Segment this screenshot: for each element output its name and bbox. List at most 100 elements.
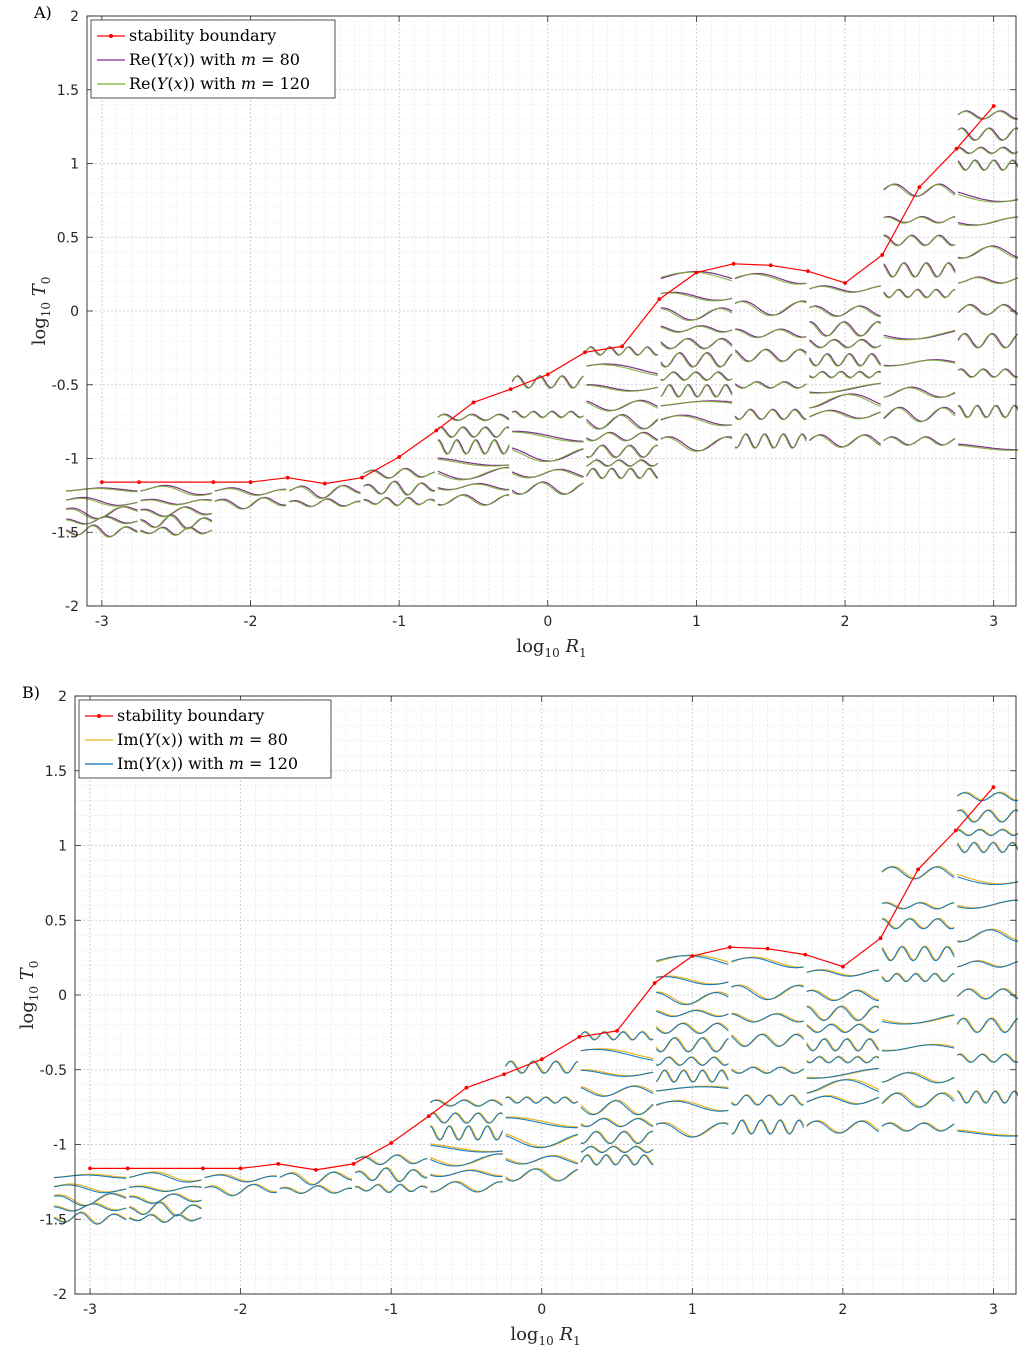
legend-entry: Re(Y(x)) with m = 80 bbox=[129, 50, 300, 69]
y-tick-label: 0.5 bbox=[57, 230, 79, 246]
y-tick-label: -1.5 bbox=[40, 1212, 67, 1228]
mode-curve bbox=[586, 400, 659, 412]
mode-curve bbox=[956, 1017, 1018, 1034]
legend-marker bbox=[109, 34, 113, 38]
stability-boundary-point bbox=[991, 785, 996, 790]
stability-boundary-point bbox=[125, 1166, 130, 1171]
mode-curve bbox=[437, 483, 510, 491]
mode-curve bbox=[806, 1120, 880, 1134]
mode-curve bbox=[883, 387, 956, 399]
mode-curve bbox=[883, 235, 956, 247]
stability-boundary-point bbox=[577, 1034, 582, 1039]
stability-boundary-point bbox=[389, 1141, 394, 1145]
mode-curve bbox=[809, 321, 882, 337]
mode-curve bbox=[806, 969, 880, 977]
mode-curve bbox=[53, 1184, 127, 1194]
mode-curve bbox=[363, 497, 436, 507]
mode-curve bbox=[53, 1203, 127, 1212]
mode-curve bbox=[660, 308, 733, 322]
y-tick-label: 0 bbox=[70, 304, 79, 320]
mode-curve bbox=[735, 329, 807, 339]
mode-curve bbox=[957, 193, 1018, 203]
mode-curve bbox=[957, 159, 1018, 172]
mode-curve bbox=[808, 353, 882, 367]
mode-curve bbox=[883, 359, 956, 367]
mode-curve bbox=[881, 1044, 955, 1052]
mode-curve bbox=[140, 499, 212, 506]
mode-curve bbox=[734, 273, 807, 285]
mode-curves bbox=[53, 791, 1018, 1225]
mode-curve bbox=[806, 1005, 880, 1022]
mode-curve bbox=[363, 480, 435, 496]
stability-boundary-point bbox=[99, 480, 104, 484]
mode-curve bbox=[656, 1122, 729, 1138]
mode-curve bbox=[580, 1048, 654, 1061]
mode-curve bbox=[204, 1183, 277, 1197]
mode-curve bbox=[580, 1145, 654, 1153]
mode-curve bbox=[881, 917, 955, 929]
y-tick-label: -1 bbox=[53, 1138, 67, 1154]
mode-curve bbox=[883, 289, 956, 299]
stability-boundary-line bbox=[90, 786, 994, 1171]
mode-curve bbox=[430, 1144, 503, 1153]
x-axis-label: log10 R1 bbox=[516, 636, 586, 660]
mode-curve bbox=[957, 404, 1018, 418]
mode-curve bbox=[806, 1079, 880, 1094]
x-tick-label: 1 bbox=[692, 614, 701, 630]
mode-curve bbox=[806, 1067, 880, 1079]
stability-boundary-point bbox=[471, 400, 476, 405]
mode-curve bbox=[957, 1090, 1018, 1104]
mode-curve bbox=[660, 384, 733, 398]
x-tick-label: -1 bbox=[384, 1302, 398, 1318]
mode-curve bbox=[511, 411, 584, 419]
mode-curve bbox=[580, 1069, 654, 1077]
mode-curve bbox=[505, 1096, 579, 1104]
mode-curve bbox=[586, 459, 659, 467]
mode-curve bbox=[288, 485, 361, 500]
mode-curve bbox=[957, 303, 1018, 316]
y-axis-label: log10 T0 bbox=[29, 277, 53, 346]
mode-curve bbox=[734, 349, 807, 363]
mode-curve bbox=[809, 339, 882, 349]
mode-curve bbox=[279, 1185, 353, 1194]
mode-curve bbox=[883, 436, 956, 446]
mode-curve bbox=[585, 346, 658, 356]
mode-curve bbox=[511, 375, 584, 389]
stability-boundary-point bbox=[464, 1085, 469, 1090]
stability-boundary-point bbox=[620, 344, 625, 349]
mode-curve bbox=[660, 352, 733, 368]
mode-curve bbox=[586, 432, 658, 442]
mode-curve bbox=[806, 1038, 880, 1052]
mode-curve bbox=[656, 976, 729, 986]
mode-curve bbox=[580, 1131, 654, 1145]
legend: stability boundary Re(Y(x)) with m = 80 Re… bbox=[90, 19, 336, 99]
mode-curve bbox=[656, 1100, 729, 1112]
stability-boundary-point bbox=[508, 387, 513, 392]
mode-curve bbox=[881, 918, 955, 930]
stability-boundary-point bbox=[397, 455, 402, 459]
mode-curve bbox=[883, 234, 956, 246]
mode-curve bbox=[505, 1155, 578, 1165]
mode-curve bbox=[430, 1099, 503, 1107]
mode-curve bbox=[881, 946, 955, 962]
mode-curve bbox=[806, 990, 880, 1002]
stability-boundary-point bbox=[954, 146, 959, 151]
mode-curve bbox=[279, 1171, 353, 1186]
mode-curve bbox=[437, 458, 510, 467]
grid bbox=[87, 15, 1016, 607]
panel-label: B) bbox=[22, 683, 40, 702]
mode-curve bbox=[214, 496, 287, 510]
mode-curve bbox=[883, 329, 956, 341]
mode-curve bbox=[363, 468, 435, 480]
mode-curve bbox=[586, 414, 659, 430]
stability-boundary-point bbox=[657, 297, 662, 302]
mode-curve bbox=[655, 1122, 729, 1138]
stability-boundary-point bbox=[360, 475, 364, 480]
mode-curve bbox=[586, 445, 658, 459]
mode-curve bbox=[586, 364, 658, 377]
mode-curve bbox=[655, 1037, 729, 1053]
mode-curve bbox=[129, 1214, 202, 1223]
mode-curve bbox=[430, 1169, 503, 1178]
mode-curve bbox=[140, 527, 213, 536]
